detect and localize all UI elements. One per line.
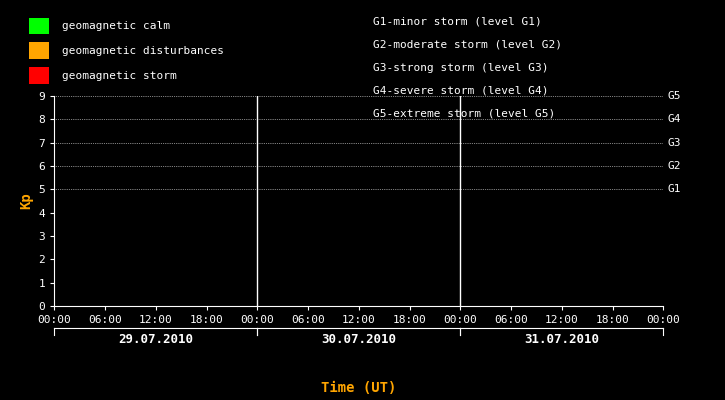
- Text: 30.07.2010: 30.07.2010: [321, 333, 397, 346]
- Text: G1-minor storm (level G1): G1-minor storm (level G1): [373, 17, 542, 27]
- Text: G5: G5: [667, 91, 681, 101]
- Text: 29.07.2010: 29.07.2010: [118, 333, 194, 346]
- Text: geomagnetic calm: geomagnetic calm: [62, 21, 170, 31]
- Text: G4-severe storm (level G4): G4-severe storm (level G4): [373, 86, 549, 96]
- Text: 31.07.2010: 31.07.2010: [524, 333, 600, 346]
- Text: Time (UT): Time (UT): [321, 381, 397, 395]
- Y-axis label: Kp: Kp: [19, 193, 33, 209]
- Text: G3: G3: [667, 138, 681, 148]
- Text: G2: G2: [667, 161, 681, 171]
- Text: G4: G4: [667, 114, 681, 124]
- Text: G5-extreme storm (level G5): G5-extreme storm (level G5): [373, 108, 555, 118]
- Text: G3-strong storm (level G3): G3-strong storm (level G3): [373, 63, 549, 73]
- Text: geomagnetic disturbances: geomagnetic disturbances: [62, 46, 223, 56]
- Text: G1: G1: [667, 184, 681, 194]
- Text: G2-moderate storm (level G2): G2-moderate storm (level G2): [373, 40, 563, 50]
- Text: geomagnetic storm: geomagnetic storm: [62, 70, 176, 80]
